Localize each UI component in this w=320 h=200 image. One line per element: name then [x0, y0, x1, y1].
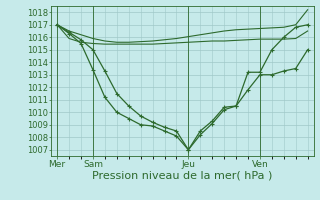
X-axis label: Pression niveau de la mer( hPa ): Pression niveau de la mer( hPa ) — [92, 171, 273, 181]
